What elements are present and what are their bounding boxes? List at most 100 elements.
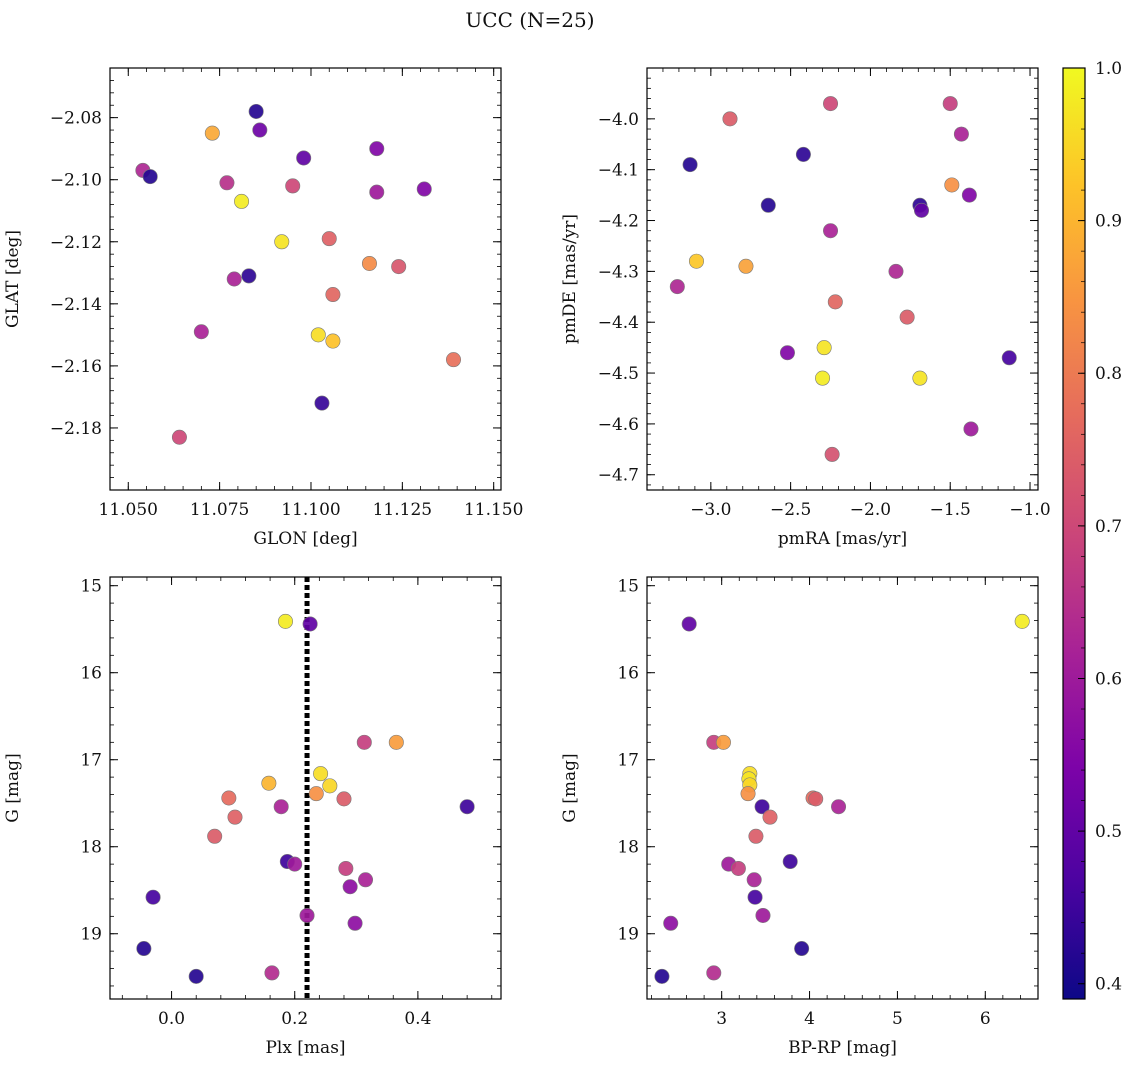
data-point xyxy=(287,856,303,872)
data-point xyxy=(808,791,824,807)
data-point xyxy=(762,809,778,825)
y-tick-label: −4.7 xyxy=(598,466,639,486)
x-axis-label: pmRA [mas/yr] xyxy=(778,529,907,549)
data-point xyxy=(760,197,776,213)
data-point xyxy=(913,202,929,218)
x-tick-label: −1.5 xyxy=(930,500,971,520)
axes-frame xyxy=(646,576,1039,1000)
panel-bprp-g: 3 4 5 6 15 16 17 18 19 BP-RP [mag] G [mag] xyxy=(560,576,1039,1058)
y-tick-label: −2.10 xyxy=(50,171,102,191)
x-tick-label: 11.050 xyxy=(99,500,158,520)
data-point xyxy=(188,968,204,984)
colorbar-tick-label: 0.6 xyxy=(1095,669,1122,689)
axes-frame xyxy=(109,67,502,491)
data-point xyxy=(219,175,235,191)
data-point xyxy=(227,809,243,825)
data-point xyxy=(207,828,223,844)
data-point xyxy=(746,872,762,888)
panel-plx-g: 0.0 0.2 0.4 15 16 17 18 19 Plx [mas] G [mag] xyxy=(3,576,502,1058)
data-point xyxy=(193,324,209,340)
data-point xyxy=(706,965,722,981)
colorbar-tick-label: 0.9 xyxy=(1095,212,1122,232)
y-tick-label: −4.5 xyxy=(598,364,639,384)
data-point xyxy=(730,860,746,876)
y-tick-label: −2.14 xyxy=(50,295,102,315)
data-point xyxy=(285,178,301,194)
x-axis-label: BP-RP [mag] xyxy=(788,1038,897,1058)
data-point xyxy=(816,340,832,356)
data-point xyxy=(296,150,312,166)
x-tick-label: −1.0 xyxy=(1009,500,1050,520)
data-point xyxy=(961,187,977,203)
data-point xyxy=(361,255,377,271)
colorbar-gradient xyxy=(1062,67,1086,1000)
data-point xyxy=(347,915,363,931)
data-point xyxy=(815,370,831,386)
y-tick-label: −4.1 xyxy=(598,161,639,181)
data-point xyxy=(715,734,731,750)
x-tick-label: 0.0 xyxy=(158,1009,185,1029)
y-tick-label: 16 xyxy=(80,664,102,684)
data-point xyxy=(310,327,326,343)
y-axis-label: G [mag] xyxy=(3,753,23,822)
data-point xyxy=(688,253,704,269)
x-tick-label: 6 xyxy=(980,1009,991,1029)
y-axis-label: pmDE [mas/yr] xyxy=(560,214,580,344)
data-point xyxy=(248,103,264,119)
data-point xyxy=(314,395,330,411)
data-point xyxy=(313,766,329,782)
colorbar-tick-label: 1.0 xyxy=(1095,59,1122,79)
data-point xyxy=(1001,350,1017,366)
data-point xyxy=(681,616,697,632)
y-tick-label: 18 xyxy=(617,838,639,858)
y-tick-label: −4.4 xyxy=(598,313,639,333)
data-point xyxy=(274,234,290,250)
data-point xyxy=(912,370,928,386)
data-point xyxy=(888,263,904,279)
y-tick-label: −4.2 xyxy=(598,212,639,232)
y-tick-label: −4.3 xyxy=(598,262,639,282)
data-point xyxy=(899,309,915,325)
colorbar-tick-label: 0.4 xyxy=(1095,975,1122,995)
data-point xyxy=(204,125,220,141)
x-tick-label: 3 xyxy=(716,1009,727,1029)
x-tick-label: 11.125 xyxy=(373,500,432,520)
data-point xyxy=(308,786,324,802)
x-tick-label: −2.5 xyxy=(770,500,811,520)
data-point xyxy=(234,193,250,209)
y-tick-label: −2.16 xyxy=(50,357,102,377)
data-point xyxy=(325,333,341,349)
data-point xyxy=(338,860,354,876)
x-tick-label: 11.075 xyxy=(190,500,249,520)
y-tick-label: 19 xyxy=(617,925,639,945)
data-point xyxy=(391,259,407,275)
y-tick-label: −4.6 xyxy=(598,415,639,435)
data-point xyxy=(322,778,338,794)
axes-frame xyxy=(646,67,1039,491)
data-point xyxy=(754,799,770,815)
data-point xyxy=(942,96,958,112)
data-point xyxy=(1014,613,1030,629)
data-point xyxy=(325,287,341,303)
data-point xyxy=(252,122,268,138)
data-point xyxy=(738,258,754,274)
y-tick-label: 18 xyxy=(80,838,102,858)
y-tick-label: −2.18 xyxy=(50,419,102,439)
data-point xyxy=(682,157,698,173)
panels: 11.050 11.075 11.100 11.125 11.150 −2.18 −2.16… xyxy=(3,67,1051,1058)
data-point xyxy=(226,271,242,287)
x-axis-label: GLON [deg] xyxy=(253,529,357,549)
data-point xyxy=(831,799,847,815)
colorbar-tick-label: 0.5 xyxy=(1095,822,1122,842)
data-point xyxy=(171,429,187,445)
data-point xyxy=(445,352,461,368)
data-point xyxy=(823,223,839,239)
data-point xyxy=(794,941,810,957)
y-axis-label: GLAT [deg] xyxy=(3,230,23,328)
x-tick-label: 11.150 xyxy=(464,500,523,520)
data-point xyxy=(669,279,685,295)
data-point xyxy=(299,907,315,923)
y-tick-label: 17 xyxy=(80,751,102,771)
data-point xyxy=(748,828,764,844)
